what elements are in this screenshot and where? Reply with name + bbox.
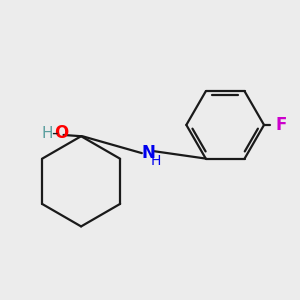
Text: O: O — [54, 124, 68, 142]
Text: H: H — [151, 154, 161, 168]
Text: F: F — [275, 116, 287, 134]
Text: H: H — [41, 126, 53, 141]
Text: N: N — [141, 144, 155, 162]
Text: -: - — [51, 124, 57, 142]
